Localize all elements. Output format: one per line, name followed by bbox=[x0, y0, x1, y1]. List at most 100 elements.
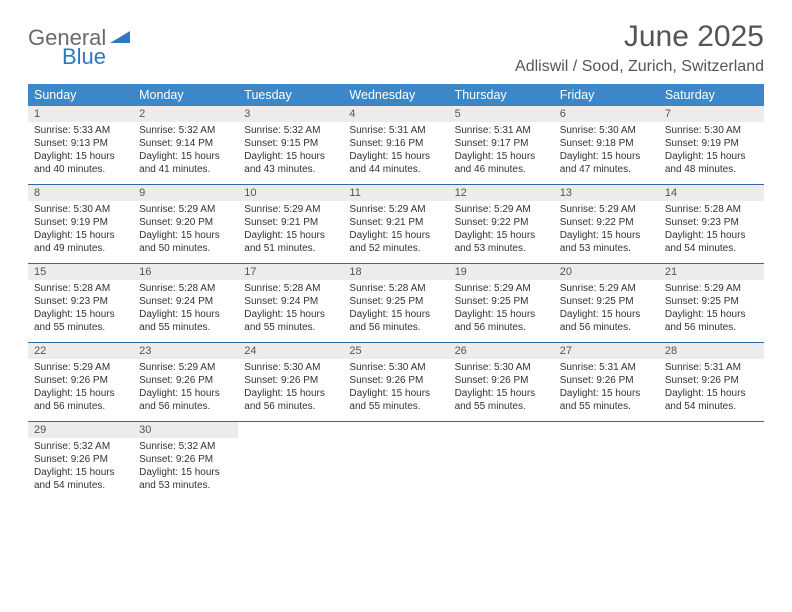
daylight-line: Daylight: 15 hours and 55 minutes. bbox=[349, 388, 430, 412]
calendar-week-row: 8Sunrise: 5:30 AMSunset: 9:19 PMDaylight… bbox=[28, 185, 764, 264]
calendar-day-cell: .. bbox=[554, 422, 659, 501]
day-body: Sunrise: 5:33 AMSunset: 9:13 PMDaylight:… bbox=[28, 122, 133, 184]
calendar-day-cell: 1Sunrise: 5:33 AMSunset: 9:13 PMDaylight… bbox=[28, 106, 133, 185]
sunset-line: Sunset: 9:26 PM bbox=[665, 375, 739, 386]
calendar-day-cell: .. bbox=[238, 422, 343, 501]
daylight-line: Daylight: 15 hours and 44 minutes. bbox=[349, 151, 430, 175]
sunrise-line: Sunrise: 5:29 AM bbox=[665, 283, 741, 294]
calendar-day-cell: 18Sunrise: 5:28 AMSunset: 9:25 PMDayligh… bbox=[343, 264, 448, 343]
day-number: 19 bbox=[449, 264, 554, 280]
day-body: Sunrise: 5:29 AMSunset: 9:22 PMDaylight:… bbox=[554, 201, 659, 263]
weekday-header: Friday bbox=[554, 84, 659, 106]
calendar-day-cell: .. bbox=[659, 422, 764, 501]
header: General Blue June 2025 Adliswil / Sood, … bbox=[28, 20, 764, 76]
calendar-week-row: 29 Sunrise: 5:32 AM Sunset: 9:26 PM Dayligh… bbox=[28, 422, 764, 501]
calendar-day-cell: 26Sunrise: 5:30 AMSunset: 9:26 PMDayligh… bbox=[449, 343, 554, 422]
day-number: 15 bbox=[28, 264, 133, 280]
sunset-line: Sunset: 9:26 PM bbox=[34, 454, 108, 465]
sunset-line: Sunset: 9:17 PM bbox=[455, 138, 529, 149]
sunset-line: Sunset: 9:24 PM bbox=[139, 296, 213, 307]
sunrise-line: Sunrise: 5:29 AM bbox=[349, 204, 425, 215]
location-text: Adliswil / Sood, Zurich, Switzerland bbox=[515, 58, 764, 76]
sunrise-line: Sunrise: 5:32 AM bbox=[139, 441, 215, 452]
sunset-line: Sunset: 9:21 PM bbox=[349, 217, 423, 228]
daylight-line: Daylight: 15 hours and 53 minutes. bbox=[139, 467, 220, 491]
weekday-header: Thursday bbox=[449, 84, 554, 106]
calendar-day-cell: 22Sunrise: 5:29 AMSunset: 9:26 PMDayligh… bbox=[28, 343, 133, 422]
calendar-day-cell: 11Sunrise: 5:29 AMSunset: 9:21 PMDayligh… bbox=[343, 185, 448, 264]
day-number: 14 bbox=[659, 185, 764, 201]
sunset-line: Sunset: 9:26 PM bbox=[560, 375, 634, 386]
calendar-week-row: 15Sunrise: 5:28 AMSunset: 9:23 PMDayligh… bbox=[28, 264, 764, 343]
day-number: 17 bbox=[238, 264, 343, 280]
sunrise-line: Sunrise: 5:33 AM bbox=[34, 125, 110, 136]
day-body: Sunrise: 5:30 AMSunset: 9:26 PMDaylight:… bbox=[343, 359, 448, 421]
calendar-day-cell: 29 Sunrise: 5:32 AM Sunset: 9:26 PM Dayligh… bbox=[28, 422, 133, 501]
day-body: Sunrise: 5:32 AMSunset: 9:15 PMDaylight:… bbox=[238, 122, 343, 184]
sunset-line: Sunset: 9:26 PM bbox=[455, 375, 529, 386]
calendar-day-cell: .. bbox=[449, 422, 554, 501]
daylight-line: Daylight: 15 hours and 49 minutes. bbox=[34, 230, 115, 254]
calendar-day-cell: .. bbox=[343, 422, 448, 501]
sunset-line: Sunset: 9:25 PM bbox=[455, 296, 529, 307]
daylight-line: Daylight: 15 hours and 55 minutes. bbox=[34, 309, 115, 333]
day-number: 4 bbox=[343, 106, 448, 122]
sunset-line: Sunset: 9:23 PM bbox=[665, 217, 739, 228]
daylight-line: Daylight: 15 hours and 48 minutes. bbox=[665, 151, 746, 175]
day-body: Sunrise: 5:29 AMSunset: 9:21 PMDaylight:… bbox=[238, 201, 343, 263]
daylight-line: Daylight: 15 hours and 50 minutes. bbox=[139, 230, 220, 254]
day-body: Sunrise: 5:29 AMSunset: 9:25 PMDaylight:… bbox=[554, 280, 659, 342]
day-body: Sunrise: 5:29 AMSunset: 9:26 PMDaylight:… bbox=[28, 359, 133, 421]
day-number: 13 bbox=[554, 185, 659, 201]
day-number: 20 bbox=[554, 264, 659, 280]
sunrise-line: Sunrise: 5:32 AM bbox=[34, 441, 110, 452]
calendar-day-cell: 14Sunrise: 5:28 AMSunset: 9:23 PMDayligh… bbox=[659, 185, 764, 264]
daylight-line: Daylight: 15 hours and 43 minutes. bbox=[244, 151, 325, 175]
day-number: 23 bbox=[133, 343, 238, 359]
day-number: 5 bbox=[449, 106, 554, 122]
day-number: 24 bbox=[238, 343, 343, 359]
day-body: Sunrise: 5:28 AMSunset: 9:24 PMDaylight:… bbox=[238, 280, 343, 342]
daylight-line: Daylight: 15 hours and 54 minutes. bbox=[34, 467, 115, 491]
day-number: 18 bbox=[343, 264, 448, 280]
day-number: 2 bbox=[133, 106, 238, 122]
weekday-header: Sunday bbox=[28, 84, 133, 106]
day-body: Sunrise: 5:29 AMSunset: 9:20 PMDaylight:… bbox=[133, 201, 238, 263]
weekday-header: Saturday bbox=[659, 84, 764, 106]
calendar-day-cell: 2Sunrise: 5:32 AMSunset: 9:14 PMDaylight… bbox=[133, 106, 238, 185]
sunrise-line: Sunrise: 5:32 AM bbox=[244, 125, 320, 136]
sunrise-line: Sunrise: 5:30 AM bbox=[560, 125, 636, 136]
day-number: 11 bbox=[343, 185, 448, 201]
sunrise-line: Sunrise: 5:28 AM bbox=[244, 283, 320, 294]
day-body: Sunrise: 5:31 AMSunset: 9:26 PMDaylight:… bbox=[659, 359, 764, 421]
daylight-line: Daylight: 15 hours and 56 minutes. bbox=[455, 309, 536, 333]
calendar-day-cell: 16Sunrise: 5:28 AMSunset: 9:24 PMDayligh… bbox=[133, 264, 238, 343]
daylight-line: Daylight: 15 hours and 46 minutes. bbox=[455, 151, 536, 175]
calendar-day-cell: 5 Sunrise: 5:31 AM Sunset: 9:17 PM Daylight… bbox=[449, 106, 554, 185]
sunrise-line: Sunrise: 5:31 AM bbox=[455, 125, 531, 136]
daylight-line: Daylight: 15 hours and 54 minutes. bbox=[665, 230, 746, 254]
sunset-line: Sunset: 9:24 PM bbox=[244, 296, 318, 307]
day-number: 21 bbox=[659, 264, 764, 280]
day-body: Sunrise: 5:30 AMSunset: 9:26 PMDaylight:… bbox=[238, 359, 343, 421]
sunset-line: Sunset: 9:25 PM bbox=[349, 296, 423, 307]
sunset-line: Sunset: 9:26 PM bbox=[349, 375, 423, 386]
daylight-line: Daylight: 15 hours and 55 minutes. bbox=[455, 388, 536, 412]
sunset-line: Sunset: 9:25 PM bbox=[560, 296, 634, 307]
daylight-line: Daylight: 15 hours and 55 minutes. bbox=[139, 309, 220, 333]
sunrise-line: Sunrise: 5:29 AM bbox=[244, 204, 320, 215]
calendar-day-cell: 25Sunrise: 5:30 AMSunset: 9:26 PMDayligh… bbox=[343, 343, 448, 422]
sunrise-line: Sunrise: 5:28 AM bbox=[349, 283, 425, 294]
day-number: 29 bbox=[28, 422, 133, 438]
day-body: Sunrise: 5:28 AMSunset: 9:23 PMDaylight:… bbox=[659, 201, 764, 263]
calendar-day-cell: 13Sunrise: 5:29 AMSunset: 9:22 PMDayligh… bbox=[554, 185, 659, 264]
sunset-line: Sunset: 9:26 PM bbox=[139, 454, 213, 465]
day-body: Sunrise: 5:29 AMSunset: 9:25 PMDaylight:… bbox=[449, 280, 554, 342]
sunrise-line: Sunrise: 5:31 AM bbox=[349, 125, 425, 136]
sunset-line: Sunset: 9:16 PM bbox=[349, 138, 423, 149]
day-body: Sunrise: 5:29 AMSunset: 9:26 PMDaylight:… bbox=[133, 359, 238, 421]
day-number: 16 bbox=[133, 264, 238, 280]
weekday-header: Monday bbox=[133, 84, 238, 106]
calendar-day-cell: 8Sunrise: 5:30 AMSunset: 9:19 PMDaylight… bbox=[28, 185, 133, 264]
day-body: Sunrise: 5:32 AM Sunset: 9:26 PM Daylight:… bbox=[133, 438, 238, 500]
